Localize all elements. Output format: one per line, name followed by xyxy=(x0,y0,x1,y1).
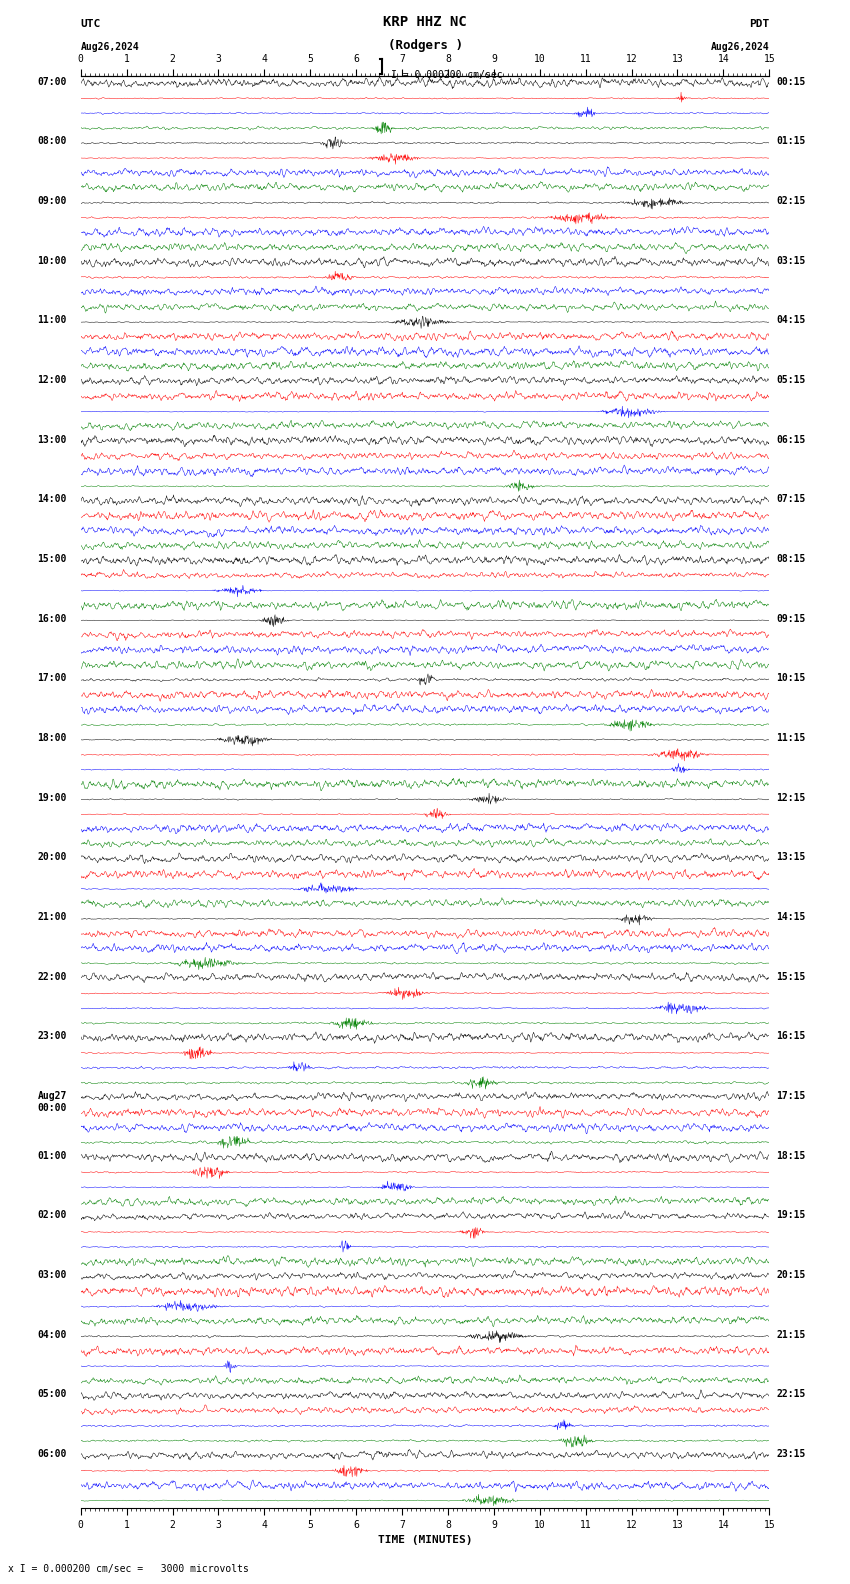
X-axis label: TIME (MINUTES): TIME (MINUTES) xyxy=(377,1535,473,1546)
Text: 03:00: 03:00 xyxy=(37,1270,67,1280)
Text: 15:00: 15:00 xyxy=(37,554,67,564)
Text: 13:15: 13:15 xyxy=(776,852,806,862)
Text: 14:15: 14:15 xyxy=(776,912,806,922)
Text: 18:00: 18:00 xyxy=(37,733,67,743)
Text: 02:15: 02:15 xyxy=(776,196,806,206)
Text: 02:00: 02:00 xyxy=(37,1210,67,1220)
Text: 20:00: 20:00 xyxy=(37,852,67,862)
Text: 09:00: 09:00 xyxy=(37,196,67,206)
Text: 07:15: 07:15 xyxy=(776,494,806,504)
Text: Aug26,2024: Aug26,2024 xyxy=(711,43,769,52)
Text: Aug26,2024: Aug26,2024 xyxy=(81,43,139,52)
Text: 04:15: 04:15 xyxy=(776,315,806,325)
Text: 08:00: 08:00 xyxy=(37,136,67,146)
Text: x I = 0.000200 cm/sec =   3000 microvolts: x I = 0.000200 cm/sec = 3000 microvolts xyxy=(8,1565,249,1574)
Text: 10:00: 10:00 xyxy=(37,255,67,266)
Text: 19:15: 19:15 xyxy=(776,1210,806,1220)
Text: 12:00: 12:00 xyxy=(37,375,67,385)
Text: KRP HHZ NC: KRP HHZ NC xyxy=(383,14,467,29)
Text: 04:00: 04:00 xyxy=(37,1329,67,1340)
Text: 21:15: 21:15 xyxy=(776,1329,806,1340)
Text: 06:15: 06:15 xyxy=(776,434,806,445)
Text: 16:15: 16:15 xyxy=(776,1031,806,1041)
Text: 22:00: 22:00 xyxy=(37,971,67,982)
Text: 16:00: 16:00 xyxy=(37,613,67,624)
Text: 10:15: 10:15 xyxy=(776,673,806,683)
Text: 08:15: 08:15 xyxy=(776,554,806,564)
Text: 19:00: 19:00 xyxy=(37,792,67,803)
Text: 20:15: 20:15 xyxy=(776,1270,806,1280)
Text: 21:00: 21:00 xyxy=(37,912,67,922)
Text: 15:15: 15:15 xyxy=(776,971,806,982)
Text: 03:15: 03:15 xyxy=(776,255,806,266)
Text: 05:15: 05:15 xyxy=(776,375,806,385)
Text: 01:15: 01:15 xyxy=(776,136,806,146)
Text: 13:00: 13:00 xyxy=(37,434,67,445)
Text: 17:15: 17:15 xyxy=(776,1091,806,1101)
Text: 01:00: 01:00 xyxy=(37,1150,67,1161)
Text: 12:15: 12:15 xyxy=(776,792,806,803)
Text: 23:00: 23:00 xyxy=(37,1031,67,1041)
Text: 05:00: 05:00 xyxy=(37,1389,67,1399)
Text: 22:15: 22:15 xyxy=(776,1389,806,1399)
Text: 11:15: 11:15 xyxy=(776,733,806,743)
Text: 06:00: 06:00 xyxy=(37,1449,67,1459)
Text: 14:00: 14:00 xyxy=(37,494,67,504)
Text: 11:00: 11:00 xyxy=(37,315,67,325)
Text: PDT: PDT xyxy=(749,19,769,29)
Text: 17:00: 17:00 xyxy=(37,673,67,683)
Text: (Rodgers ): (Rodgers ) xyxy=(388,40,462,52)
Text: UTC: UTC xyxy=(81,19,101,29)
Text: 07:00: 07:00 xyxy=(37,76,67,87)
Text: 23:15: 23:15 xyxy=(776,1449,806,1459)
Text: 09:15: 09:15 xyxy=(776,613,806,624)
Text: Aug27
00:00: Aug27 00:00 xyxy=(37,1091,67,1112)
Text: 00:15: 00:15 xyxy=(776,76,806,87)
Text: I = 0.000200 cm/sec: I = 0.000200 cm/sec xyxy=(391,70,502,79)
Text: 18:15: 18:15 xyxy=(776,1150,806,1161)
